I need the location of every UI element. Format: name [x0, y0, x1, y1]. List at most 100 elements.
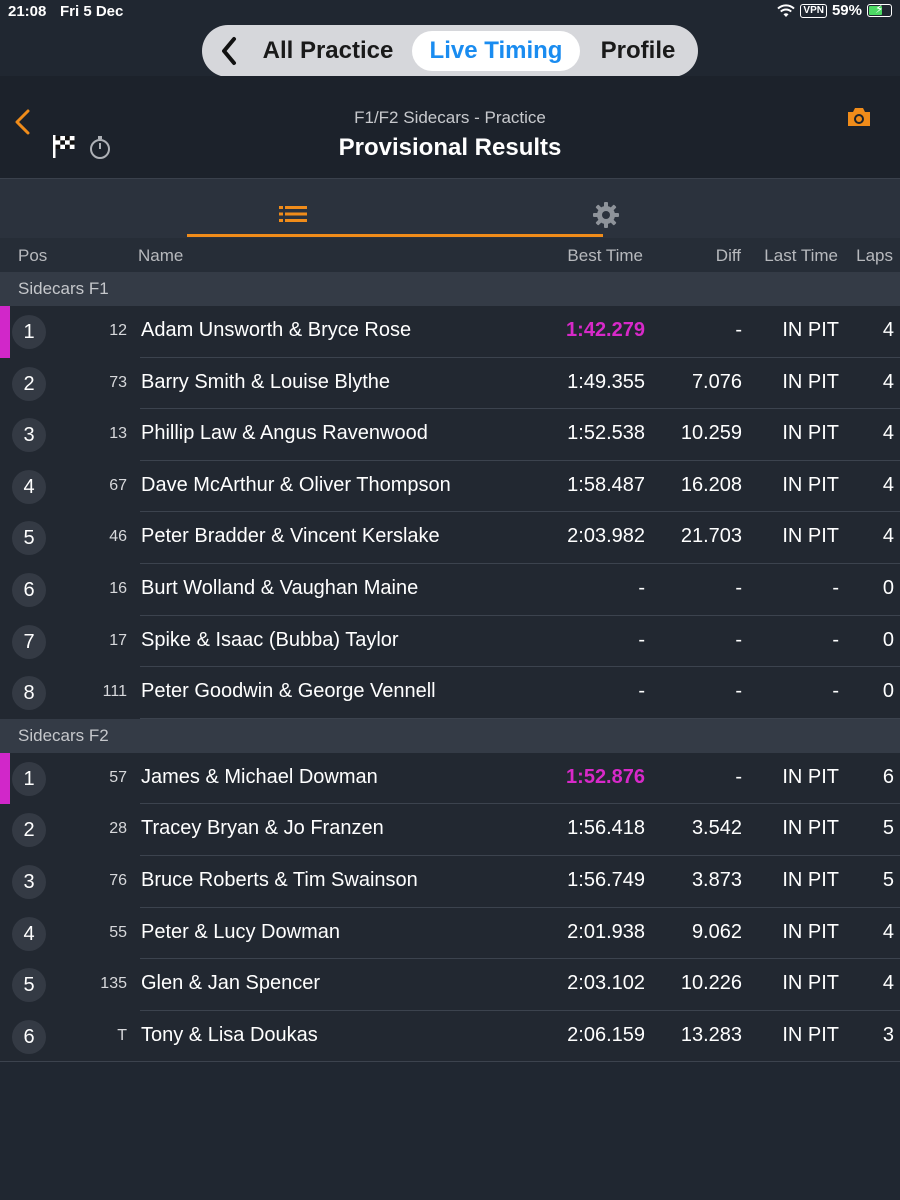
time-diff: 13.283 [680, 1023, 742, 1046]
segmented-control: All Practice Live Timing Profile [202, 25, 698, 77]
lap-count: 3 [882, 1023, 894, 1046]
tab-list-view[interactable] [187, 179, 603, 237]
row-divider [140, 958, 900, 960]
last-time: IN PIT [782, 920, 839, 943]
race-number: 135 [100, 975, 127, 993]
time-diff: 10.259 [680, 422, 742, 445]
time-diff: 10.226 [680, 972, 742, 995]
fastest-lap-indicator [0, 752, 10, 805]
status-date: Fri 5 Dec [60, 3, 124, 20]
time-diff: 21.703 [680, 525, 742, 548]
lap-count: 4 [882, 319, 894, 341]
best-time: 1:52.876 [566, 765, 645, 788]
segment-profile[interactable]: Profile [600, 37, 676, 64]
row-divider [140, 408, 900, 410]
race-number: 16 [109, 580, 127, 597]
position-badge: 1 [12, 761, 46, 796]
row-divider [140, 906, 900, 908]
rider-names: Barry Smith & Louise Blythe [141, 370, 390, 393]
table-row[interactable]: 5 46 Peter Bradder & Vincent Kerslake 2:03.… [0, 512, 900, 564]
time-diff: 16.208 [680, 473, 742, 496]
back-chevron-icon[interactable] [10, 106, 34, 138]
table-row[interactable]: 2 28 Tracey Bryan & Jo Franzen 1:56.418 3.54… [0, 804, 900, 856]
segment-all-practice[interactable]: All Practice [262, 37, 394, 64]
last-time: - [832, 628, 839, 651]
table-row[interactable]: 5 135 Glen & Jan Spencer 2:03.102 10.226 IN P… [0, 959, 900, 1011]
rider-names: Phillip Law & Angus Ravenwood [141, 422, 428, 445]
position-badge: 4 [12, 916, 46, 951]
race-number: 67 [109, 476, 127, 494]
position-badge: 5 [12, 521, 46, 556]
last-time: IN PIT [782, 525, 839, 548]
table-row[interactable]: 6 T Tony & Lisa Doukas 2:06.159 13.283 IN PIT… [0, 1010, 900, 1063]
last-time: - [832, 577, 839, 599]
best-time: - [638, 628, 645, 651]
lap-count: 4 [882, 370, 894, 393]
col-pos[interactable]: Pos [18, 246, 48, 265]
table-row[interactable]: 1 12 Adam Unsworth & Bryce Rose 1:42.279 - IN… [0, 306, 900, 358]
position-badge: 8 [12, 676, 46, 711]
race-number: 13 [109, 425, 127, 443]
lap-count: 4 [882, 422, 894, 445]
time-diff: 9.062 [691, 920, 742, 943]
row-divider [140, 614, 900, 616]
rider-names: Bruce Roberts & Tim Swainson [141, 869, 418, 891]
event-subtitle: F1/F2 Sidecars - Practice [354, 108, 546, 127]
row-divider [140, 1009, 900, 1011]
lap-count: 6 [882, 765, 894, 788]
checkered-flag-icon[interactable] [51, 133, 77, 159]
segment-live-timing[interactable]: Live Timing [412, 31, 580, 71]
lap-count: 0 [882, 628, 894, 651]
table-row[interactable]: 8 111 Peter Goodwin & George Vennell - - - 0 [0, 667, 900, 719]
time-diff: 7.076 [691, 370, 742, 393]
row-divider [140, 803, 900, 805]
row-divider [140, 666, 900, 668]
rider-names: Peter & Lucy Dowman [141, 920, 340, 943]
rider-names: Peter Bradder & Vincent Kerslake [141, 525, 440, 548]
best-time: 1:56.418 [567, 817, 645, 840]
col-name[interactable]: Name [138, 246, 184, 265]
table-row[interactable]: 7 17 Spike & Isaac (Bubba) Taylor - - - 0 [0, 615, 900, 668]
section-header: Sidecars F1 [0, 272, 900, 306]
time-diff: - [735, 628, 742, 651]
table-row[interactable]: 3 76 Bruce Roberts & Tim Swainson 1:56.749 3… [0, 856, 900, 908]
col-diff[interactable]: Diff [715, 246, 741, 265]
row-divider [140, 459, 900, 461]
table-row[interactable]: 4 67 Dave McArthur & Oliver Thompson 1:58.4… [0, 460, 900, 513]
race-number: 57 [109, 768, 127, 786]
page-title: Provisional Results [338, 134, 562, 161]
last-time: IN PIT [782, 765, 839, 788]
stopwatch-icon[interactable] [88, 134, 112, 160]
position-badge: 2 [12, 366, 46, 401]
time-diff: - [735, 765, 742, 788]
camera-icon[interactable] [846, 106, 872, 128]
race-number: 73 [109, 373, 127, 391]
empty-area [0, 1064, 900, 1200]
lap-count: 0 [882, 680, 894, 703]
rider-names: Dave McArthur & Oliver Thompson [141, 473, 451, 496]
rider-names: Tony & Lisa Doukas [141, 1023, 318, 1046]
col-laps[interactable]: Laps [856, 246, 893, 265]
race-number: 55 [109, 923, 127, 941]
row-divider [0, 1061, 900, 1063]
table-row[interactable]: 2 73 Barry Smith & Louise Blythe 1:49.355 7.… [0, 357, 900, 410]
race-number: 76 [109, 872, 127, 889]
table-row[interactable]: 3 13 Phillip Law & Angus Ravenwood 1:52.538… [0, 409, 900, 461]
race-number: 12 [109, 322, 127, 339]
last-time: IN PIT [782, 1023, 839, 1046]
col-best-time[interactable]: Best Time [567, 246, 643, 265]
best-time: - [638, 577, 645, 599]
best-time: 2:06.159 [567, 1023, 645, 1046]
chevron-left-icon[interactable] [216, 33, 242, 69]
table-row[interactable]: 4 55 Peter & Lucy Dowman 2:01.938 9.062 IN PI… [0, 907, 900, 960]
gear-icon[interactable] [592, 201, 620, 229]
table-row[interactable]: 1 57 James & Michael Dowman 1:52.876 - IN PIT… [0, 752, 900, 805]
col-last-time[interactable]: Last Time [764, 246, 838, 265]
last-time: IN PIT [782, 972, 839, 995]
position-badge: 1 [12, 315, 46, 349]
race-number: 28 [109, 820, 127, 838]
fastest-lap-indicator [0, 306, 10, 358]
table-row[interactable]: 6 16 Burt Wolland & Vaughan Maine - - - 0 [0, 564, 900, 616]
position-badge: 7 [12, 624, 46, 659]
race-number: 17 [109, 631, 127, 649]
